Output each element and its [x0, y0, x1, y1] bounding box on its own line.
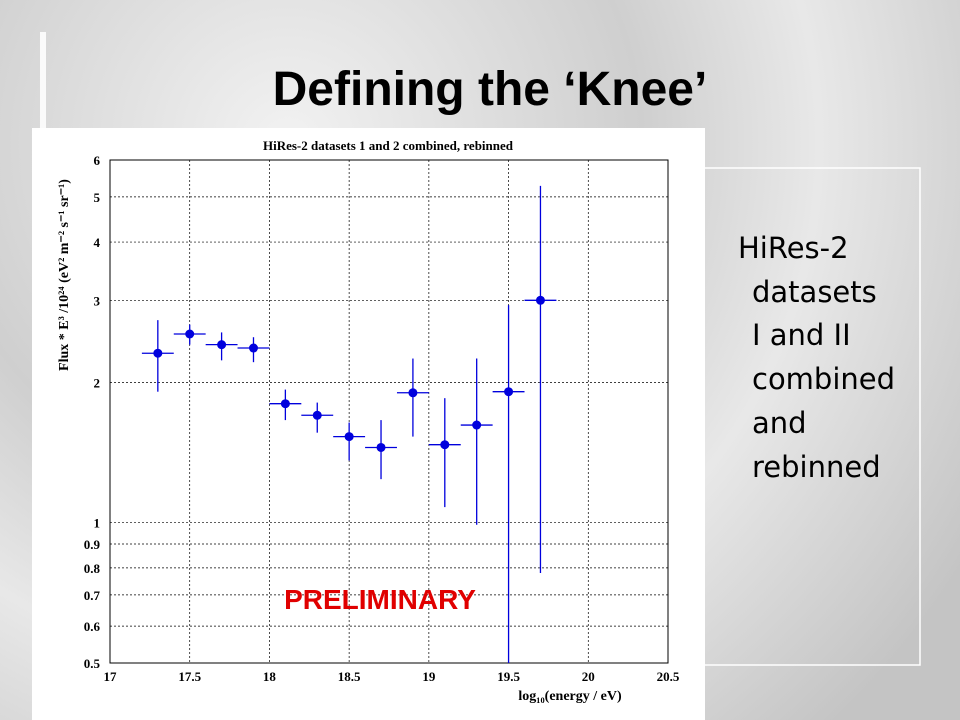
x-axis-label: log₁₀(energy / eV) — [518, 689, 622, 704]
data-point — [376, 442, 386, 452]
data-point — [312, 410, 322, 420]
y-tick-label: 3 — [94, 293, 101, 308]
x-tick-label: 20.5 — [657, 669, 680, 684]
bullet-line: rebinned — [752, 450, 881, 484]
data-point — [344, 432, 354, 442]
data-point — [153, 348, 163, 358]
x-tick-label: 18.5 — [338, 669, 361, 684]
data-point — [280, 399, 290, 409]
y-tick-label: 1 — [94, 516, 101, 531]
chart-title: HiRes-2 datasets 1 and 2 combined, rebin… — [263, 138, 514, 153]
data-point — [472, 420, 482, 430]
x-tick-label: 18 — [263, 669, 277, 684]
y-tick-label: 0.8 — [84, 561, 101, 576]
y-tick-label: 0.7 — [84, 588, 101, 603]
x-tick-label: 19 — [422, 669, 436, 684]
bullet-line: HiRes-2 — [738, 231, 849, 265]
x-tick-label: 17.5 — [178, 669, 201, 684]
y-tick-label: 0.5 — [84, 656, 101, 671]
bullet-line: and — [752, 406, 807, 440]
y-tick-label: 5 — [94, 190, 101, 205]
data-point — [217, 340, 227, 350]
y-tick-label: 0.9 — [84, 537, 101, 552]
x-tick-label: 17 — [104, 669, 118, 684]
data-point — [408, 388, 418, 398]
bullet-line: I and II — [752, 318, 851, 352]
slide-title: Defining the ‘Knee’ — [273, 63, 708, 116]
y-tick-label: 2 — [94, 375, 101, 390]
annotation: PRELIMINARY — [284, 584, 476, 615]
plot-frame — [109, 159, 669, 664]
data-point — [248, 343, 258, 353]
data-point — [440, 440, 450, 450]
chart-panel — [32, 128, 705, 720]
x-tick-label: 20 — [582, 669, 595, 684]
y-tick-label: 0.6 — [84, 619, 101, 634]
bullet-text: HiRes-2 datasets I and II combined and rebinn… — [738, 231, 895, 484]
data-point — [504, 387, 514, 397]
data-point — [185, 329, 195, 339]
bullet-line: combined — [752, 362, 895, 396]
chart: HiRes-2 datasets 1 and 2 combined, rebin… — [57, 138, 680, 704]
decor-bar — [40, 32, 46, 132]
y-axis-label: Flux * E³ /10²⁴ (eV² m⁻² s⁻¹ sr⁻¹) — [57, 179, 72, 371]
y-tick-label: 4 — [94, 235, 101, 250]
data-point — [535, 295, 545, 305]
x-tick-label: 19.5 — [497, 669, 520, 684]
bullet-line: datasets — [752, 275, 877, 309]
y-tick-label: 6 — [94, 153, 101, 168]
